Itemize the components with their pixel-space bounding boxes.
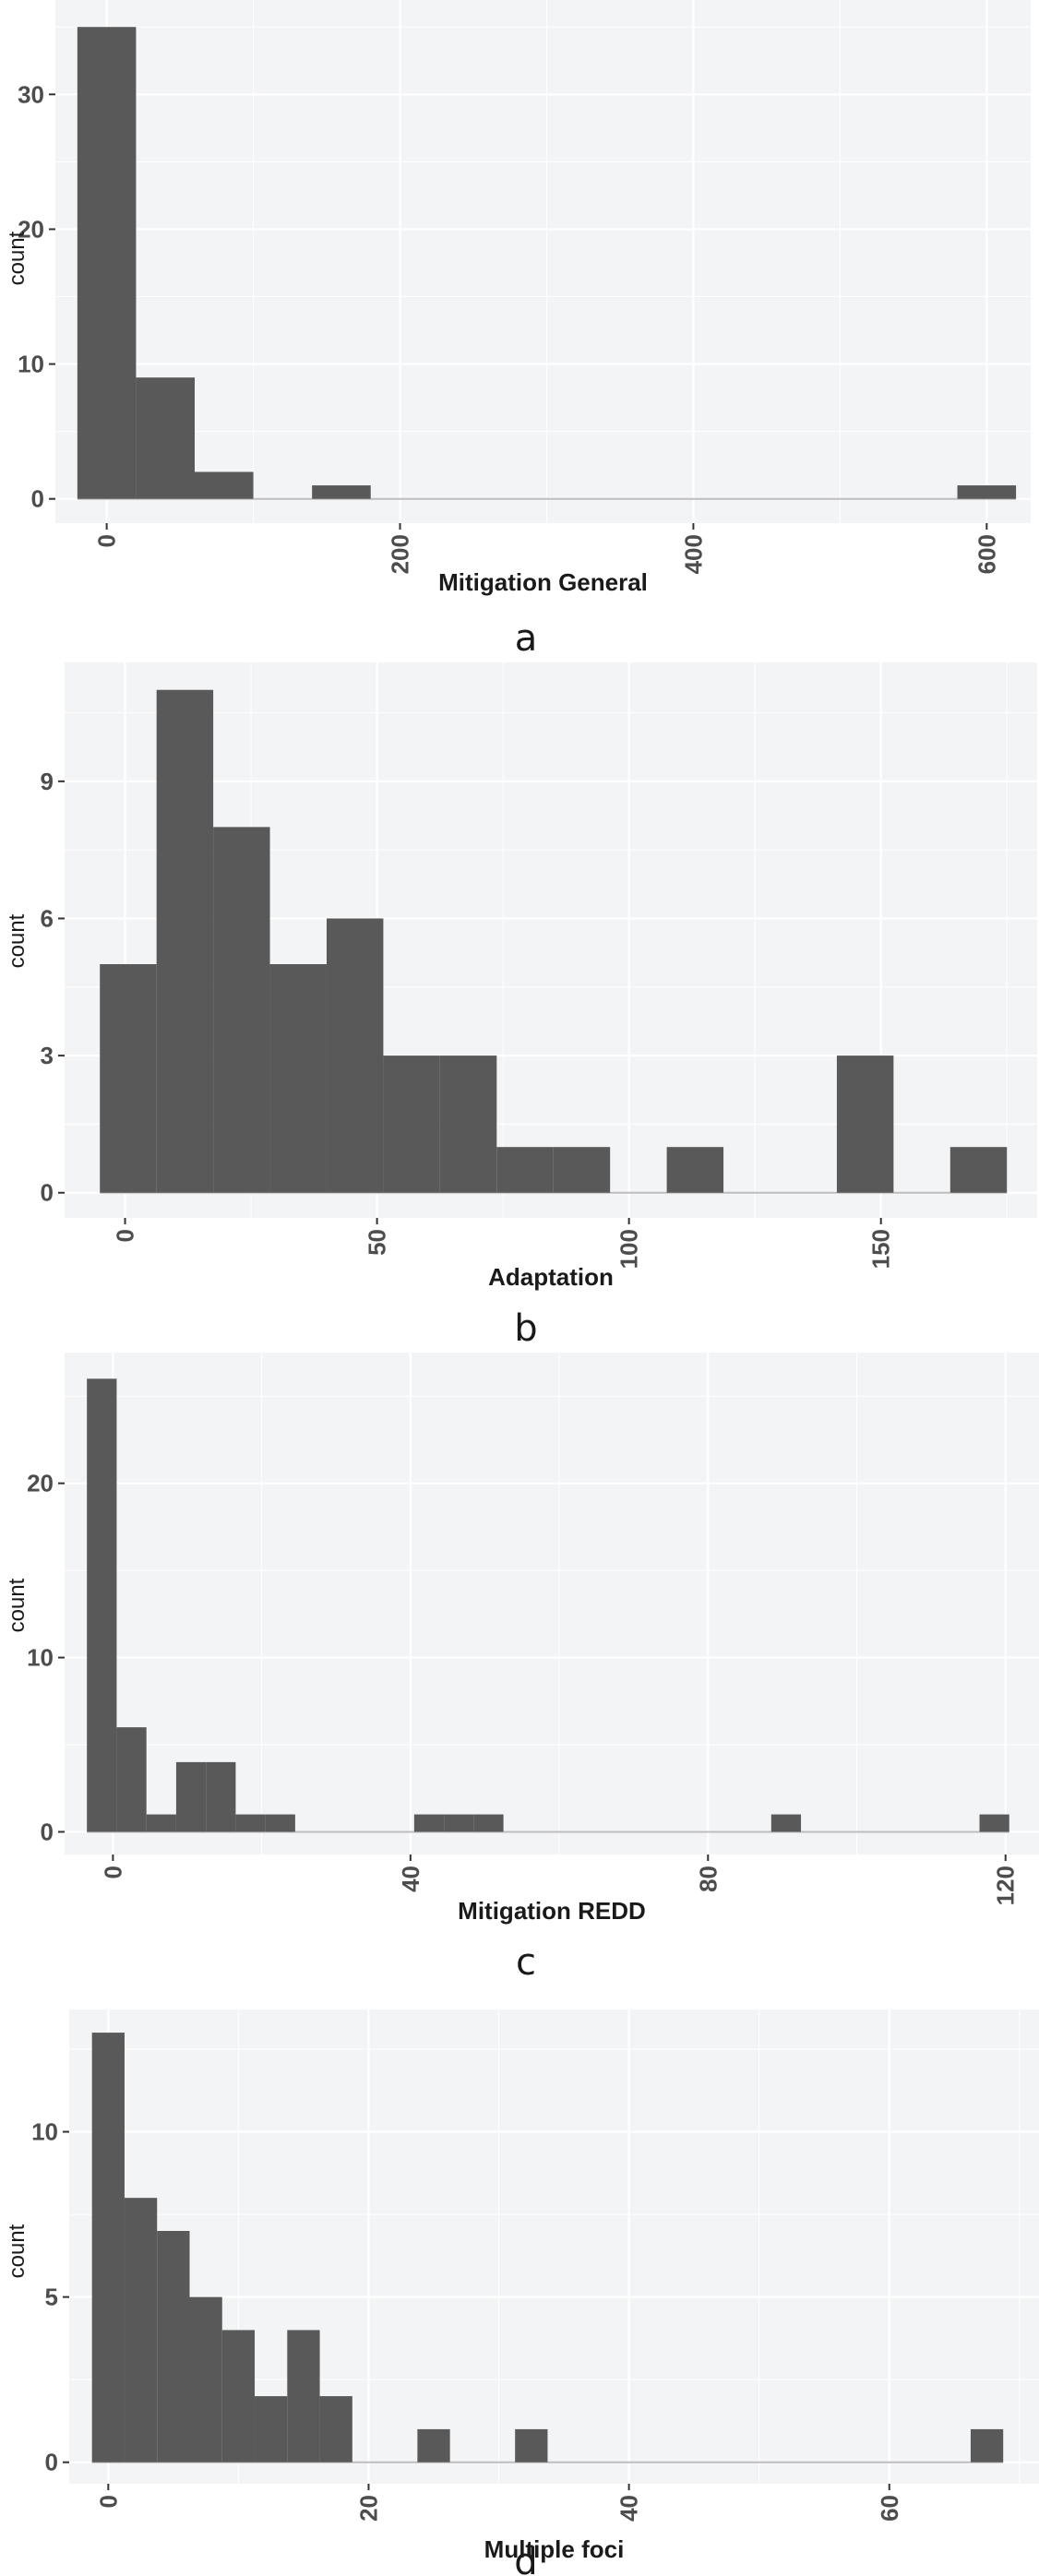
x-tick-label: 0: [93, 534, 121, 547]
histogram-bar: [116, 1727, 147, 1832]
panel-letter: c: [516, 1941, 536, 1984]
histogram-bar: [770, 1814, 802, 1832]
x-tick-label: 50: [364, 1229, 391, 1256]
panel-letter: d: [514, 2541, 537, 2576]
histogram-bar: [979, 1814, 1009, 1832]
histogram-bar: [235, 1814, 266, 1832]
histogram-bar: [326, 918, 384, 1193]
histogram-bar: [265, 1814, 295, 1832]
x-tick-label: 400: [679, 534, 707, 574]
y-tick-label: 6: [41, 904, 54, 932]
x-tick-label: 200: [387, 534, 414, 574]
x-axis-title: Multiple foci: [484, 2535, 625, 2563]
histogram-bar: [175, 1761, 207, 1832]
histogram-bar: [77, 27, 137, 499]
x-tick-label: 100: [615, 1229, 643, 1269]
histogram-bar: [836, 1055, 894, 1193]
x-axis-title: Adaptation: [488, 1263, 614, 1291]
y-axis-title: count: [5, 2224, 30, 2278]
histogram-bar: [221, 2330, 256, 2463]
histogram-bar: [439, 1055, 497, 1193]
histogram-bar: [100, 964, 157, 1193]
histogram-bar: [417, 2428, 450, 2463]
histogram-bar: [957, 485, 1017, 499]
histogram-bar: [87, 1378, 117, 1832]
y-tick-label: 20: [27, 1470, 54, 1497]
panel-letter: a: [515, 617, 538, 660]
histogram-bar: [195, 471, 254, 499]
x-tick-label: 0: [112, 1229, 139, 1242]
histogram-bar: [269, 964, 327, 1193]
histogram-bar: [319, 2396, 352, 2463]
y-tick-label: 0: [31, 485, 44, 513]
x-tick-label: 60: [876, 2495, 903, 2522]
x-tick-label: 0: [99, 1866, 126, 1878]
histogram-bar: [666, 1147, 724, 1193]
histogram-bar: [124, 2198, 158, 2463]
chart-panel-b: 0 3 6 9 0 50 100 150 count Adaptation b: [5, 662, 1037, 1350]
y-tick-label: 9: [41, 768, 54, 795]
panel-letter: b: [514, 1307, 537, 1350]
x-tick-label: 40: [615, 2495, 643, 2522]
histogram-bar: [146, 1814, 176, 1832]
y-tick-label: 20: [18, 215, 44, 243]
y-axis-title: count: [5, 231, 30, 285]
y-tick-label: 5: [45, 2284, 58, 2311]
histogram-bar: [553, 1147, 611, 1193]
y-tick-label: 30: [18, 80, 44, 108]
histogram-bar: [255, 2396, 288, 2463]
histogram-bar: [287, 2330, 320, 2463]
x-tick-label: 150: [867, 1229, 895, 1269]
chart-panel-c: 0 10 20 0 40 80 120 count Mitigation REDD c: [5, 1353, 1039, 1984]
y-tick-label: 3: [41, 1042, 54, 1069]
chart-panel-a: 0 10 20 30 0 200 400 600 count Mitigation General…: [5, 0, 1031, 660]
y-tick-label: 0: [45, 2449, 58, 2476]
histogram-bar: [515, 2428, 548, 2463]
histogram-bar: [970, 2428, 1004, 2463]
histogram-bar: [157, 2230, 190, 2463]
histogram-bar: [444, 1814, 474, 1832]
histogram-bar: [156, 689, 214, 1193]
y-axis-title: count: [5, 913, 30, 968]
y-axis-title: count: [5, 1578, 30, 1632]
y-tick-label: 10: [18, 351, 44, 378]
x-tick-label: 20: [354, 2495, 382, 2522]
histogram-bar: [413, 1814, 445, 1832]
histogram-bar: [189, 2296, 222, 2463]
plot-background: [55, 0, 1031, 523]
x-axis-title: Mitigation REDD: [458, 1897, 646, 1925]
x-tick-label: 120: [992, 1866, 1020, 1905]
x-tick-label: 600: [973, 534, 1000, 574]
x-tick-label: 40: [397, 1866, 424, 1892]
x-tick-label: 80: [694, 1866, 722, 1892]
y-tick-label: 0: [41, 1179, 54, 1207]
y-tick-label: 10: [31, 2118, 58, 2146]
histogram-bar: [949, 1147, 1008, 1193]
histogram-bar: [473, 1814, 504, 1832]
y-tick-label: 10: [27, 1644, 54, 1672]
histogram-bar: [213, 827, 270, 1193]
histogram-bar: [206, 1761, 236, 1832]
x-tick-label: 0: [94, 2495, 122, 2508]
y-tick-label: 0: [41, 1818, 54, 1845]
histogram-bar: [496, 1147, 554, 1193]
histogram-bar: [383, 1055, 440, 1193]
histogram-bar: [312, 485, 371, 499]
histogram-bar: [136, 377, 195, 499]
x-axis-title: Mitigation General: [438, 568, 648, 596]
histogram-bar: [91, 2033, 125, 2463]
